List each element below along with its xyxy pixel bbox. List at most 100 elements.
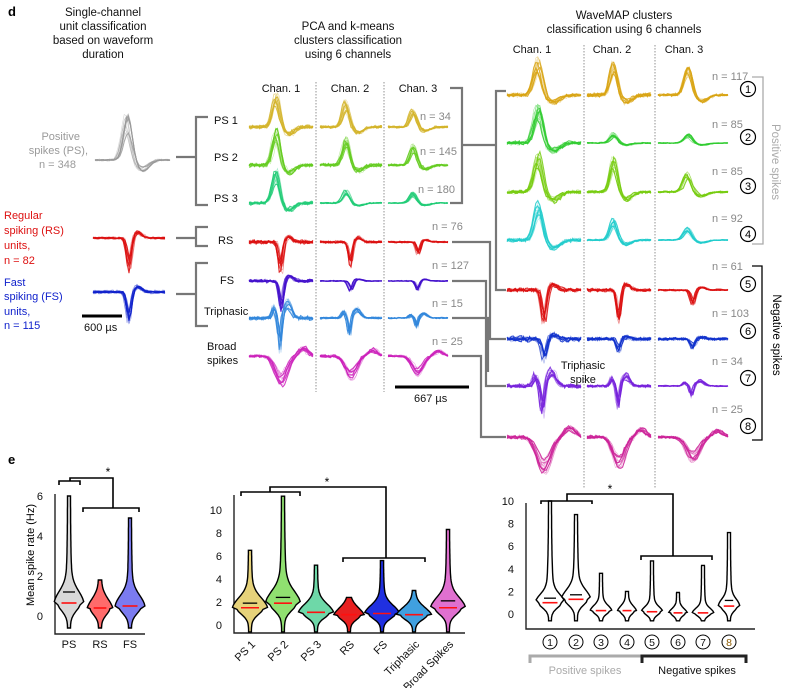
waveform-trace <box>248 235 314 265</box>
waveform-trace <box>657 336 729 347</box>
waveform-trace <box>319 350 383 372</box>
waveform-trace <box>506 282 582 322</box>
waveform-trace <box>506 202 582 250</box>
waveform-trace <box>387 110 448 132</box>
waveform-trace <box>506 424 582 474</box>
waveform-trace <box>94 131 171 169</box>
waveform-trace <box>506 334 582 360</box>
waveform-trace <box>95 125 171 169</box>
label-line: units, <box>4 306 30 318</box>
waveform-trace <box>92 233 166 263</box>
waveform-trace <box>506 373 582 408</box>
waveform-trace <box>586 375 652 404</box>
waveform-trace <box>319 349 383 378</box>
waveform-trace <box>319 279 382 290</box>
waveform-trace <box>658 227 729 244</box>
waveform-trace <box>506 369 582 419</box>
waveform-trace <box>506 217 582 247</box>
waveform-trace <box>248 276 314 306</box>
waveform-trace <box>387 239 449 254</box>
waveform-trace <box>319 237 383 260</box>
waveform-trace <box>94 112 171 173</box>
waveform-trace <box>657 136 729 146</box>
cluster-id-circle <box>739 322 757 340</box>
waveform-trace <box>506 283 582 318</box>
waveform-trace <box>319 191 383 207</box>
waveform-trace <box>248 346 314 385</box>
waveform-trace <box>92 284 166 324</box>
waveform-trace <box>658 286 729 304</box>
label-line: spikes (PS), <box>29 145 88 157</box>
violin-broad-spikes <box>429 528 467 633</box>
waveform-trace <box>657 136 729 145</box>
waveform-trace <box>319 236 383 262</box>
waveform-trace <box>658 229 729 244</box>
waveform-trace <box>586 285 652 317</box>
waveform-trace <box>319 308 382 333</box>
cluster-count: n = 127 <box>432 260 469 272</box>
pca-channel-3: Chan. 3 <box>399 83 438 95</box>
waveform-trace <box>248 236 314 270</box>
pca-cluster-label: spikes <box>207 355 239 367</box>
waveform-trace <box>319 194 383 206</box>
waveform-trace <box>387 112 449 132</box>
violin-fs <box>363 559 401 633</box>
waveform-trace <box>248 173 314 211</box>
wavemap-cluster-2-chan-2 <box>586 131 652 147</box>
waveform-trace <box>387 111 449 133</box>
waveform-trace <box>506 199 582 251</box>
title-line: clusters classification <box>294 35 402 47</box>
waveform-trace <box>388 279 449 290</box>
waveform-trace <box>506 284 582 313</box>
cluster-count: n = 117 <box>712 71 748 83</box>
x-tick-label: PS 3 <box>299 639 324 664</box>
waveform-trace <box>248 129 314 175</box>
waveform-trace <box>319 310 383 331</box>
cluster-id-circle <box>542 634 558 650</box>
waveform-trace <box>387 313 449 327</box>
waveform-trace <box>248 98 314 136</box>
waveform-trace <box>586 372 652 409</box>
cluster-count: n = 92 <box>712 213 743 225</box>
waveform-trace <box>506 333 582 361</box>
waveform-trace <box>319 104 383 134</box>
wavemap-cluster-8-chan-1 <box>506 424 582 475</box>
waveform-trace <box>507 104 582 153</box>
waveform-trace <box>248 347 314 380</box>
waveform-trace <box>657 286 729 304</box>
waveform-trace <box>657 430 729 458</box>
waveform-trace <box>506 369 582 415</box>
waveform-trace <box>586 283 652 314</box>
waveform-trace <box>586 335 652 352</box>
waveform-trace <box>248 349 313 375</box>
waveform-trace <box>387 350 449 373</box>
violin-2 <box>560 513 592 622</box>
waveform-trace <box>657 229 729 244</box>
waveform-trace <box>387 192 449 207</box>
waveform-trace <box>387 240 448 251</box>
waveform-trace <box>657 287 729 306</box>
waveform-trace <box>387 143 449 171</box>
waveform-trace <box>586 64 652 104</box>
waveform-trace <box>248 348 314 379</box>
waveform-trace <box>506 284 582 316</box>
waveform-trace <box>248 274 314 308</box>
waveform-trace <box>506 371 582 413</box>
waveform-trace <box>657 286 729 304</box>
waveform-trace <box>388 350 449 374</box>
waveform-trace <box>319 348 383 381</box>
waveform-trace <box>657 431 729 454</box>
waveform-trace <box>657 287 728 300</box>
waveform-trace <box>387 152 449 169</box>
waveform-trace <box>506 164 581 200</box>
fs-waveform <box>92 283 166 325</box>
waveform-trace <box>657 286 729 306</box>
pca-cluster-3-chan-1 <box>248 167 314 213</box>
waveform-trace <box>586 283 652 321</box>
violin-fs <box>114 517 146 629</box>
wavemap-cluster-1-chan-2 <box>586 60 652 106</box>
waveform-trace <box>319 194 382 206</box>
wavemap-cluster-5-chan-2 <box>586 281 652 325</box>
label-line: spiking (FS) <box>4 291 63 303</box>
